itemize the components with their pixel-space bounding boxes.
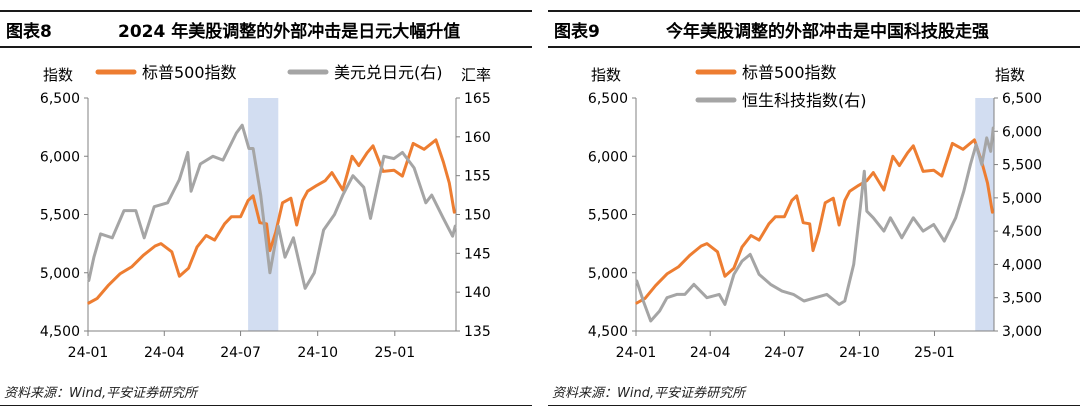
y-tick-label: 5,000 xyxy=(40,266,80,282)
legend-label: 标普500指数 xyxy=(742,63,837,82)
x-tick-label: 25-01 xyxy=(374,345,415,361)
y-tick-label: 6,500 xyxy=(40,91,80,107)
y2-axis-title: 指数 xyxy=(995,66,1025,84)
chart-title: 2024 年美股调整的外部冲击是日元大幅升值 xyxy=(118,22,461,42)
x-tick-label: 24-07 xyxy=(764,345,805,361)
y-tick-label: 5,500 xyxy=(40,208,80,224)
y2-tick-label: 6,000 xyxy=(1002,124,1042,140)
legend-label: 美元兑日元(右) xyxy=(334,63,443,82)
y2-tick-label: 160 xyxy=(464,130,491,146)
y2-tick-label: 165 xyxy=(464,91,491,107)
line-chart: 4,500 5,000 5,500 6,000 6,500 3,000 3,500 4,000… xyxy=(588,63,1042,361)
y2-tick-label: 6,500 xyxy=(1002,91,1042,107)
x-tick-label: 24-04 xyxy=(144,345,185,361)
y2-axis-title: 汇率 xyxy=(461,66,491,84)
chart-panel-right: 图表9 今年美股调整的外部冲击是中国科技股走强 4,500 5,000 5,500 6… xyxy=(548,0,1080,416)
y2-tick-label: 145 xyxy=(464,246,491,262)
y-axis-title: 指数 xyxy=(591,66,621,84)
y2-tick-label: 5,000 xyxy=(1002,191,1042,207)
x-tick-label: 24-01 xyxy=(616,345,657,361)
x-tick-label: 24-04 xyxy=(690,345,731,361)
line-chart: 4,500 5,000 5,500 6,000 6,500 135 140 145 150 155… xyxy=(40,63,491,361)
y2-tick-label: 140 xyxy=(464,285,491,301)
chart-title: 今年美股调整的外部冲击是中国科技股走强 xyxy=(666,22,989,42)
figure-header: 图表9 今年美股调整的外部冲击是中国科技股走强 xyxy=(548,10,1080,48)
y2-tick-label: 5,500 xyxy=(1002,158,1042,174)
y-tick-label: 5,500 xyxy=(588,208,628,224)
x-tick-label: 24-10 xyxy=(297,345,338,361)
y2-tick-label: 4,500 xyxy=(1002,224,1042,240)
y2-tick-label: 3,500 xyxy=(1002,291,1042,307)
x-tick-label: 25-01 xyxy=(914,345,955,361)
y-tick-label: 6,000 xyxy=(40,149,80,165)
footer-rule xyxy=(548,405,1080,406)
footer-rule xyxy=(0,405,532,406)
y2-tick-label: 150 xyxy=(464,208,491,224)
x-tick-label: 24-01 xyxy=(68,345,109,361)
series-line-left xyxy=(635,138,994,305)
series-line-right xyxy=(87,123,457,290)
legend-label: 标普500指数 xyxy=(142,63,237,82)
y-tick-label: 6,000 xyxy=(588,149,628,165)
figure-label: 图表9 xyxy=(554,22,600,42)
y2-tick-label: 155 xyxy=(464,169,491,185)
y-tick-label: 6,500 xyxy=(588,91,628,107)
source-note: 资料来源：Wind,平安证券研究所 xyxy=(552,386,746,401)
y2-tick-label: 3,000 xyxy=(1002,324,1042,340)
y-axis-title: 指数 xyxy=(43,66,73,84)
source-note: 资料来源：Wind,平安证券研究所 xyxy=(4,386,198,401)
figure-header: 图表8 2024 年美股调整的外部冲击是日元大幅升值 xyxy=(0,10,532,48)
x-tick-label: 24-10 xyxy=(839,345,880,361)
y2-tick-label: 4,000 xyxy=(1002,257,1042,273)
figure-label: 图表8 xyxy=(6,22,52,42)
y2-tick-label: 135 xyxy=(464,324,491,340)
legend-label: 恒生科技指数(右) xyxy=(742,91,867,110)
x-tick-label: 24-07 xyxy=(220,345,261,361)
series-line-right xyxy=(635,126,995,323)
y-tick-label: 4,500 xyxy=(40,324,80,340)
y-tick-label: 4,500 xyxy=(588,324,628,340)
y-tick-label: 5,000 xyxy=(588,266,628,282)
chart-panel-left: 图表8 2024 年美股调整的外部冲击是日元大幅升值 4,500 5,000 5,5… xyxy=(0,0,532,416)
